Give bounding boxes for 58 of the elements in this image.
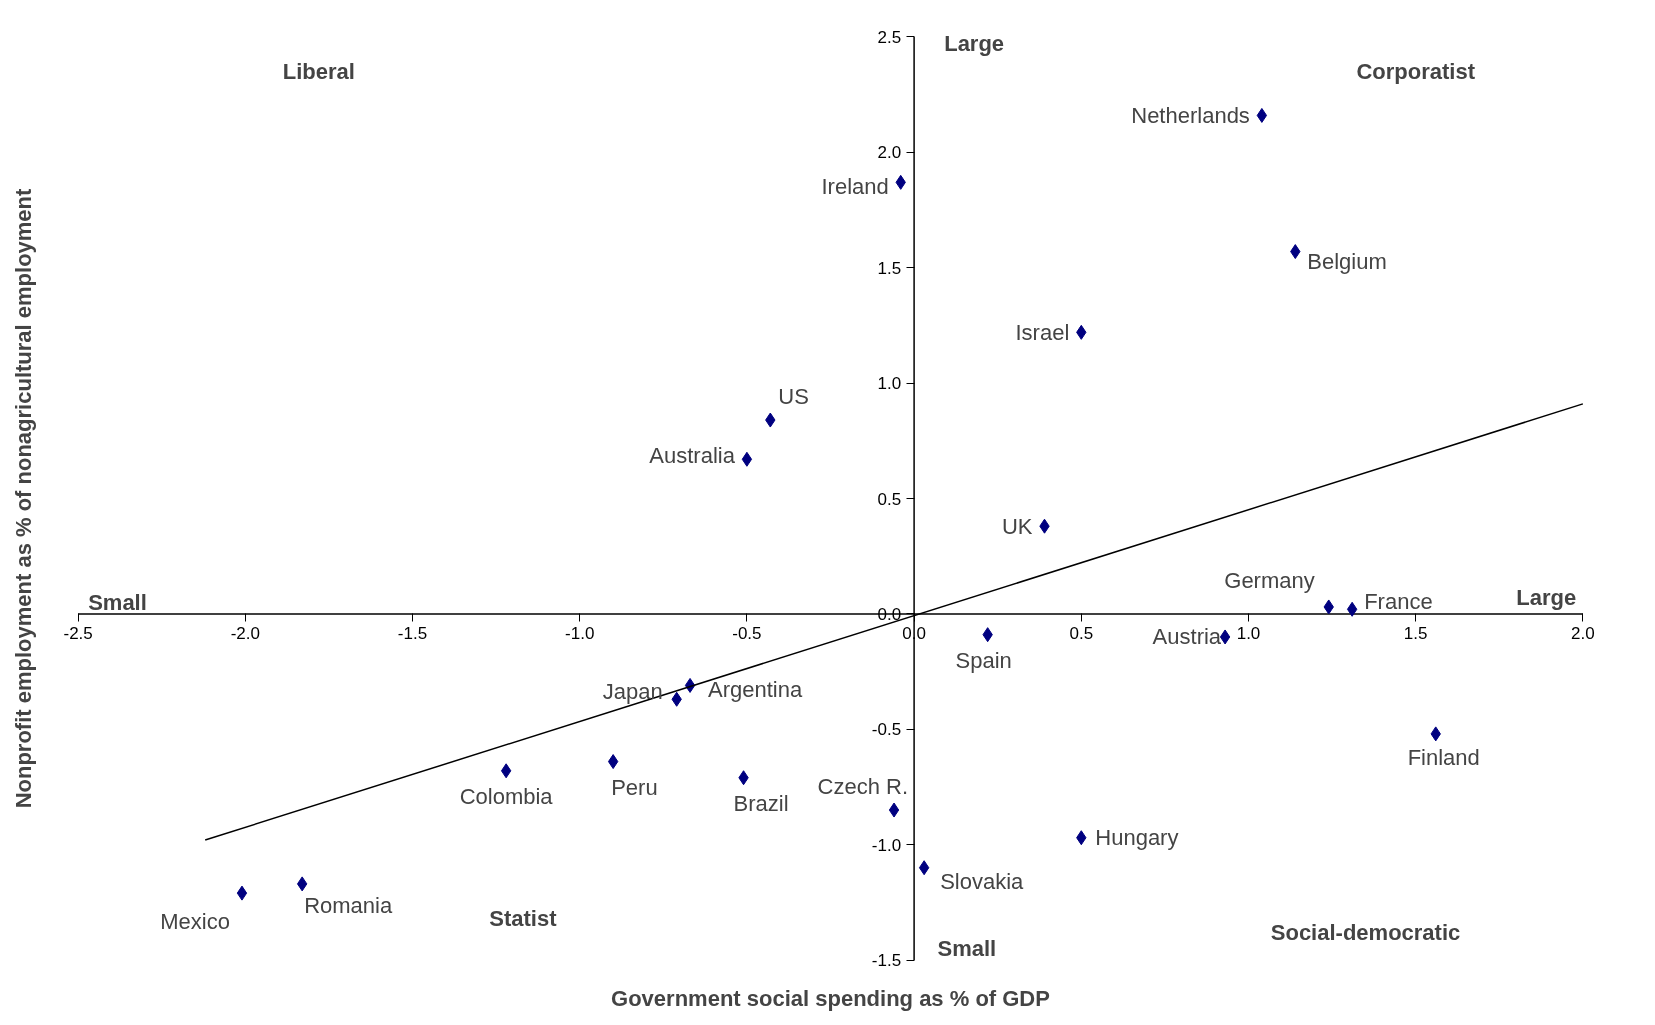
x-tick-label: 2.0 <box>1571 623 1595 643</box>
annotation: Germany <box>1224 568 1315 594</box>
annotation: Small <box>88 589 147 615</box>
point <box>500 763 512 779</box>
y-tick-label: 1.0 <box>877 374 902 394</box>
annotation: Belgium <box>1307 249 1387 275</box>
annotation: Large <box>1516 585 1577 611</box>
x-tick-label: -1.5 <box>397 623 428 643</box>
point <box>607 754 619 770</box>
x-tick-label: 0.5 <box>1069 623 1094 643</box>
point <box>888 802 900 818</box>
annotation: Czech R. <box>817 773 909 799</box>
y-tick-label: -1.5 <box>871 951 902 971</box>
annotation: Social-democratic <box>1270 919 1461 945</box>
y-tick-label: -1.0 <box>871 835 902 855</box>
point <box>296 876 308 892</box>
annotation: Peru <box>611 775 658 801</box>
annotation: Argentina <box>708 676 803 702</box>
point <box>236 885 248 901</box>
y-axis-title: Nonprofit employment as % of nonagricultural employment <box>10 187 36 809</box>
x-tick-label: -2.5 <box>63 623 93 643</box>
annotation: Large <box>944 31 1005 57</box>
annotation: Brazil <box>733 791 789 817</box>
annotation: Colombia <box>459 784 554 810</box>
annotation: UK <box>1001 513 1033 539</box>
annotation: Statist <box>489 906 558 931</box>
annotation: Ireland <box>821 173 889 199</box>
annotation: Israel <box>1015 319 1070 345</box>
annotation: Australia <box>649 442 736 468</box>
x-tick-label: 1.5 <box>1403 623 1428 643</box>
point <box>741 451 753 467</box>
annotation: Hungary <box>1095 825 1179 851</box>
y-tick-label: 1.5 <box>877 258 902 278</box>
annotation: Romania <box>304 893 393 919</box>
x-axis-title: Government social spending as % of GDP <box>611 985 1050 1011</box>
annotation: Austria <box>1152 624 1222 650</box>
x-tick-label: -0.5 <box>732 623 762 643</box>
annotation: US <box>778 383 809 409</box>
annotation: Spain <box>955 648 1012 674</box>
y-tick-label: -0.5 <box>871 720 902 740</box>
annotation: Small <box>937 936 997 961</box>
x-tick-label: -1.0 <box>565 623 595 643</box>
x-tick-label: -2.0 <box>230 623 260 643</box>
annotation: Slovakia <box>940 869 1025 895</box>
y-tick-label: 0.5 <box>877 489 902 509</box>
point <box>1256 107 1268 123</box>
annotation: Mexico <box>160 908 230 934</box>
annotation: Japan <box>602 678 663 704</box>
point <box>1346 601 1358 617</box>
annotation: Liberal <box>282 59 355 85</box>
point <box>918 860 930 876</box>
annotation: France <box>1364 588 1433 614</box>
x-tick-label: 1.0 <box>1236 623 1261 643</box>
annotation: Finland <box>1407 745 1480 771</box>
annotation: Corporatist <box>1356 59 1476 85</box>
y-tick-label: 2.5 <box>877 27 902 47</box>
annotation: Netherlands <box>1131 102 1250 128</box>
y-tick-label: 2.0 <box>877 143 902 163</box>
